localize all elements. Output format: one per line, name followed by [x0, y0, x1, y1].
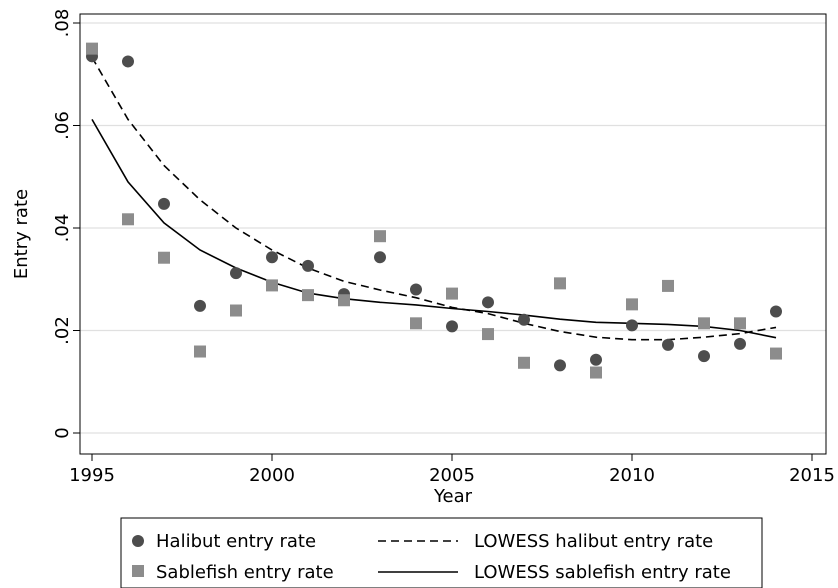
halibut-point: [770, 305, 782, 318]
halibut-point: [662, 338, 674, 351]
sablefish-point: [626, 298, 638, 311]
halibut-point: [374, 251, 386, 264]
x-tick-label: 2005: [429, 465, 475, 486]
y-tick-label: .02: [52, 316, 73, 345]
sablefish-point: [590, 366, 602, 379]
legend-lowess-sablefish-label: LOWESS sablefish entry rate: [474, 562, 731, 583]
sablefish-point: [662, 279, 674, 292]
legend-lowess-halibut-label: LOWESS halibut entry rate: [474, 531, 713, 552]
halibut-point: [698, 350, 710, 363]
sablefish-point: [554, 277, 566, 290]
x-axis-label: Year: [433, 486, 473, 507]
x-tick-label: 2000: [249, 465, 295, 486]
halibut-point: [590, 353, 602, 366]
lowess-sablefish-line: [91, 119, 777, 339]
legend-sablefish-marker: [132, 565, 144, 577]
halibut-point: [518, 313, 530, 326]
halibut-point: [734, 337, 746, 350]
sablefish-point: [374, 230, 386, 243]
sablefish-point: [302, 289, 314, 302]
y-tick-label: .06: [52, 111, 73, 140]
y-tick-label: 0: [52, 427, 73, 438]
sablefish-point: [230, 304, 242, 317]
sablefish-point: [158, 251, 170, 264]
sablefish-point: [410, 317, 422, 330]
sablefish-point: [86, 42, 98, 55]
halibut-point: [158, 197, 170, 210]
halibut-point: [446, 320, 458, 333]
halibut-point: [554, 359, 566, 372]
sablefish-point: [482, 328, 494, 341]
sablefish-point: [266, 279, 278, 292]
halibut-point: [230, 267, 242, 280]
sablefish-point: [734, 317, 746, 330]
sablefish-point: [338, 294, 350, 307]
axis-ticks: 0 .02 .04 .06 .08 1995 2000 2005 2010 2015: [52, 9, 835, 486]
lowess-halibut-line: [91, 56, 777, 341]
halibut-point: [410, 283, 422, 296]
halibut-point: [626, 319, 638, 332]
y-tick-label: .08: [52, 9, 73, 38]
halibut-point: [122, 55, 134, 68]
halibut-point: [266, 251, 278, 264]
sablefish-point: [518, 356, 530, 369]
sablefish-point: [698, 317, 710, 330]
x-tick-label: 2010: [609, 465, 655, 486]
halibut-point: [194, 299, 206, 312]
legend: Halibut entry rate Sablefish entry rate …: [120, 517, 763, 588]
halibut-point: [302, 259, 314, 272]
sablefish-point: [194, 345, 206, 358]
x-tick-label: 1995: [69, 465, 115, 486]
data-marks: [86, 42, 782, 379]
sablefish-point: [446, 287, 458, 300]
y-axis-label: Entry rate: [11, 189, 32, 279]
legend-halibut-label: Halibut entry rate: [156, 531, 316, 552]
legend-halibut-marker: [132, 535, 144, 547]
x-tick-label: 2015: [789, 465, 835, 486]
sablefish-point: [122, 213, 134, 226]
plot-frame: [79, 13, 827, 455]
halibut-point: [482, 296, 494, 309]
legend-sablefish-label: Sablefish entry rate: [156, 562, 334, 583]
legend-box: [120, 517, 763, 588]
sablefish-point: [770, 347, 782, 360]
y-tick-label: .04: [52, 214, 73, 243]
